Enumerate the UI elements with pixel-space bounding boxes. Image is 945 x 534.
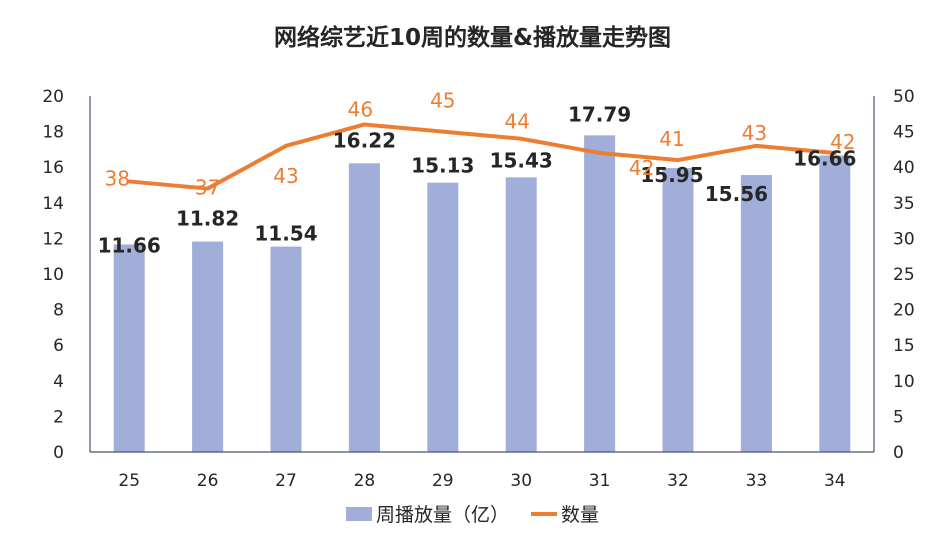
left-axis-tick: 0: [53, 443, 64, 463]
count-line[interactable]: [127, 122, 837, 191]
bar-series: [113, 135, 851, 453]
bar-week-33[interactable]: [740, 175, 772, 453]
bar-week-26[interactable]: [192, 241, 224, 452]
right-axis-tick: 15: [893, 336, 915, 356]
left-axis-tick: 14: [42, 194, 64, 214]
right-axis-tick: 45: [893, 123, 915, 143]
bar-value-label: 11.54: [254, 222, 317, 246]
bar-week-32[interactable]: [662, 168, 694, 452]
x-axis-tick: 34: [824, 471, 846, 491]
right-axis-tick: 35: [893, 194, 915, 214]
x-axis-tick: 30: [510, 471, 532, 491]
x-axis-tick: 31: [589, 471, 611, 491]
x-axis-tick: 25: [118, 471, 140, 491]
bar-value-label: 15.13: [411, 154, 474, 178]
bar-week-27[interactable]: [270, 246, 302, 452]
bar-week-25[interactable]: [113, 244, 145, 452]
line-value-label: 38: [104, 166, 129, 190]
right-axis-tick: 0: [893, 443, 904, 463]
right-axis-tick: 30: [893, 229, 915, 249]
x-axis-tick: 29: [432, 471, 454, 491]
legend-item-count[interactable]: 数量: [531, 500, 599, 527]
right-axis-tick: 5: [893, 407, 904, 427]
line-value-label: 46: [348, 97, 373, 121]
right-axis-tick: 25: [893, 265, 915, 285]
left-axis-tick: 6: [53, 336, 64, 356]
bar-week-29[interactable]: [427, 182, 459, 452]
right-axis-tick: 50: [893, 87, 915, 107]
right-axis-tick: 10: [893, 372, 915, 392]
legend-item-views[interactable]: 周播放量（亿）: [345, 500, 509, 527]
legend-label-count: 数量: [561, 504, 600, 526]
bar-week-31[interactable]: [584, 135, 616, 452]
x-axis-tick: 26: [197, 471, 219, 491]
legend-label-views: 周播放量（亿）: [375, 504, 509, 526]
left-axis-tick: 18: [42, 123, 64, 143]
bar-value-label: 11.66: [98, 233, 161, 257]
bar-value-label: 16.22: [333, 128, 396, 152]
line-value-label: 44: [504, 110, 529, 134]
bar-week-30[interactable]: [505, 177, 537, 452]
bar-week-34[interactable]: [819, 155, 851, 452]
x-axis-tick: 28: [354, 471, 376, 491]
x-axis-tick: 33: [746, 471, 768, 491]
chart-title: 网络综艺近10周的数量&播放量走势图: [273, 25, 672, 51]
line-value-label: 41: [659, 127, 684, 151]
line-series: [127, 122, 837, 191]
left-axis-tick: 2: [53, 407, 64, 427]
line-value-label: 43: [273, 164, 298, 188]
right-axis-tick: 20: [893, 301, 915, 321]
line-value-label: 42: [629, 156, 654, 180]
left-axis-tick: 20: [42, 87, 64, 107]
bar-value-label: 15.56: [705, 182, 768, 206]
bar-value-label: 11.82: [176, 207, 239, 231]
right-axis-tick: 40: [893, 158, 915, 178]
bar-value-label: 16.66: [793, 146, 856, 170]
line-value-label: 43: [742, 121, 767, 145]
left-axis-tick: 10: [42, 265, 64, 285]
left-axis-tick: 8: [53, 301, 64, 321]
line-value-label: 42: [830, 130, 855, 154]
bar-value-label: 17.79: [568, 102, 631, 126]
x-axis-tick: 27: [275, 471, 297, 491]
legend-line-swatch-icon: [531, 511, 557, 516]
legend: 周播放量（亿） 数量: [0, 500, 945, 527]
data-labels: 11.66 11.82 11.54 16.22 15.13 15.43 17.79 15.95…: [98, 89, 857, 258]
legend-bar-swatch-icon: [345, 506, 372, 521]
left-axis-tick: 4: [53, 372, 64, 392]
left-axis-tick: 12: [42, 229, 64, 249]
line-value-label: 45: [430, 89, 455, 113]
line-value-label: 37: [195, 176, 220, 200]
bar-week-28[interactable]: [348, 163, 380, 452]
left-axis-tick: 16: [42, 158, 64, 178]
bar-value-label: 15.43: [490, 148, 553, 172]
bar-value-label: 15.95: [640, 163, 703, 187]
x-axis-tick: 32: [667, 471, 689, 491]
